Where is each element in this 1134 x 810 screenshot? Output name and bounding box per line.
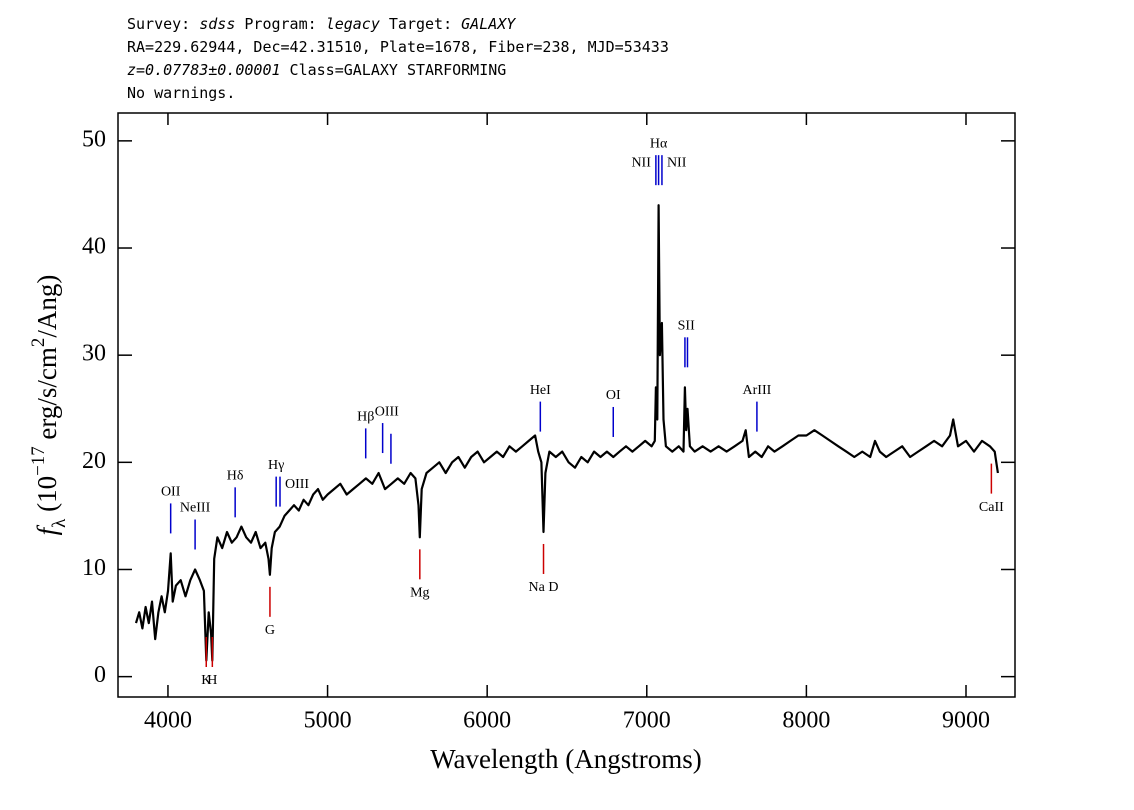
header-line: z=0.07783±0.00001 Class=GALAXY STARFORMI… xyxy=(127,61,506,79)
line-id-label: OI xyxy=(606,388,621,403)
line-id-label: H xyxy=(207,673,217,688)
header-line: Survey: sdss Program: legacy Target: GAL… xyxy=(127,15,516,33)
text-segment: sdss xyxy=(199,15,235,33)
plot-frame xyxy=(117,112,1016,698)
y-axis-label: fλ (10−17 erg/s/cm2/Ang) xyxy=(28,275,70,536)
text-segment: RA=229.62944, Dec=42.31510, Plate=1678, … xyxy=(127,38,669,56)
header-line: RA=229.62944, Dec=42.31510, Plate=1678, … xyxy=(127,38,669,56)
y-tick-label: 30 xyxy=(82,341,106,367)
text-segment: z=0.07783±0.00001 xyxy=(127,61,281,79)
y-tick-label: 0 xyxy=(94,662,106,688)
header-line: No warnings. xyxy=(127,84,235,102)
x-tick-label: 9000 xyxy=(942,708,990,734)
text-segment: f xyxy=(32,524,62,535)
line-id-label: K xyxy=(201,673,211,688)
text-segment: Class=GALAXY STARFORMING xyxy=(281,61,507,79)
y-tick-label: 20 xyxy=(82,448,106,474)
line-id-label: Hγ xyxy=(268,458,284,473)
line-id-label: NII xyxy=(631,155,651,170)
text-segment: erg/s/cm xyxy=(32,347,62,446)
line-id-label: NII xyxy=(667,155,687,170)
y-tick-label: 50 xyxy=(82,126,106,152)
line-id-label: OII xyxy=(161,485,181,500)
text-segment: 2 xyxy=(28,338,49,347)
line-id-label: Hα xyxy=(650,136,668,151)
text-segment: No warnings. xyxy=(127,84,235,102)
line-id-label: SII xyxy=(678,319,695,334)
line-id-label: G xyxy=(265,623,275,638)
text-segment: /Ang) xyxy=(32,275,62,338)
line-id-label: Hδ xyxy=(227,469,244,484)
x-axis-label: Wavelength (Angstroms) xyxy=(430,744,702,774)
line-id-label: CaII xyxy=(979,500,1004,515)
text-segment: Survey: xyxy=(127,15,199,33)
text-segment: −17 xyxy=(28,446,49,476)
line-id-label: ArIII xyxy=(743,383,772,398)
line-id-label: Na D xyxy=(529,580,559,595)
y-tick-label: 10 xyxy=(82,555,106,581)
x-tick-label: 7000 xyxy=(623,708,671,734)
line-id-label: Hβ xyxy=(357,410,374,425)
line-id-label: OIII xyxy=(375,404,399,419)
line-id-label: HeI xyxy=(530,383,551,398)
text-segment: (10 xyxy=(32,476,62,519)
x-tick-label: 4000 xyxy=(144,708,192,734)
line-id-label: NeIII xyxy=(180,501,211,516)
y-tick-label: 40 xyxy=(82,234,106,260)
x-tick-label: 6000 xyxy=(463,708,511,734)
line-id-label: Mg xyxy=(410,586,429,601)
x-tick-label: 8000 xyxy=(782,708,830,734)
text-segment: Target: xyxy=(380,15,461,33)
spectrum-line xyxy=(134,204,999,662)
x-tick-label: 5000 xyxy=(304,708,352,734)
text-segment: GALAXY xyxy=(461,15,516,33)
text-segment: legacy xyxy=(326,15,380,33)
text-segment: λ xyxy=(49,518,70,528)
line-id-label: OIII xyxy=(285,477,309,492)
text-segment: Program: xyxy=(235,15,325,33)
